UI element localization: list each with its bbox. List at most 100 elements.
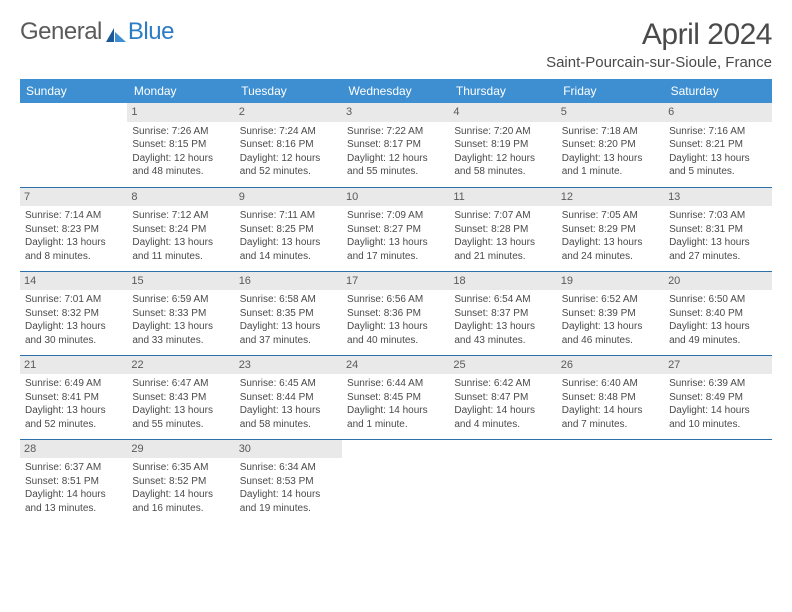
day-cell: 18Sunrise: 6:54 AMSunset: 8:37 PMDayligh… bbox=[449, 271, 556, 355]
sunrise-text: Sunrise: 7:05 AM bbox=[562, 209, 659, 223]
sunset-text: Sunset: 8:29 PM bbox=[562, 223, 659, 237]
sunset-text: Sunset: 8:33 PM bbox=[132, 307, 229, 321]
sunset-text: Sunset: 8:40 PM bbox=[669, 307, 766, 321]
sunset-text: Sunset: 8:35 PM bbox=[240, 307, 337, 321]
sunrise-text: Sunrise: 6:58 AM bbox=[240, 293, 337, 307]
daylight-text: Daylight: 12 hours and 55 minutes. bbox=[347, 152, 444, 179]
dow-fri: Friday bbox=[557, 79, 664, 103]
sunset-text: Sunset: 8:39 PM bbox=[562, 307, 659, 321]
day-cell: 8 Sunrise: 7:12 AMSunset: 8:24 PMDaylight… bbox=[127, 187, 234, 271]
sunrise-text: Sunrise: 6:59 AM bbox=[132, 293, 229, 307]
sunrise-text: Sunrise: 6:40 AM bbox=[562, 377, 659, 391]
sunrise-text: Sunrise: 6:47 AM bbox=[132, 377, 229, 391]
day-number: 12 bbox=[557, 188, 664, 207]
header: General Blue April 2024 Saint-Pourcain-s… bbox=[20, 18, 772, 71]
sunrise-text: Sunrise: 7:16 AM bbox=[669, 125, 766, 139]
day-cell: 26Sunrise: 6:40 AMSunset: 8:48 PMDayligh… bbox=[557, 355, 664, 439]
week-row: 21Sunrise: 6:49 AMSunset: 8:41 PMDayligh… bbox=[20, 355, 772, 439]
sunrise-text: Sunrise: 6:35 AM bbox=[132, 461, 229, 475]
sunrise-text: Sunrise: 7:09 AM bbox=[347, 209, 444, 223]
day-cell: 7Sunrise: 7:14 AMSunset: 8:23 PMDaylight… bbox=[20, 187, 127, 271]
day-cell bbox=[449, 439, 556, 523]
sunset-text: Sunset: 8:19 PM bbox=[454, 138, 551, 152]
sunset-text: Sunset: 8:24 PM bbox=[132, 223, 229, 237]
sunset-text: Sunset: 8:21 PM bbox=[669, 138, 766, 152]
day-cell bbox=[557, 439, 664, 523]
day-cell: 13Sunrise: 7:03 AMSunset: 8:31 PMDayligh… bbox=[664, 187, 771, 271]
day-number: 5 bbox=[557, 103, 664, 122]
sunrise-text: Sunrise: 6:49 AM bbox=[25, 377, 122, 391]
day-cell: 1Sunrise: 7:26 AMSunset: 8:15 PMDaylight… bbox=[127, 103, 234, 187]
daylight-text: Daylight: 14 hours and 16 minutes. bbox=[132, 488, 229, 515]
day-number: 29 bbox=[127, 440, 234, 459]
day-number: 11 bbox=[449, 188, 556, 207]
dow-thu: Thursday bbox=[449, 79, 556, 103]
sunset-text: Sunset: 8:49 PM bbox=[669, 391, 766, 405]
day-cell: 17Sunrise: 6:56 AMSunset: 8:36 PMDayligh… bbox=[342, 271, 449, 355]
sunset-text: Sunset: 8:48 PM bbox=[562, 391, 659, 405]
sunset-text: Sunset: 8:32 PM bbox=[25, 307, 122, 321]
week-row: 7Sunrise: 7:14 AMSunset: 8:23 PMDaylight… bbox=[20, 187, 772, 271]
page-title: April 2024 bbox=[546, 18, 772, 52]
flag-icon bbox=[106, 23, 128, 41]
sunset-text: Sunset: 8:45 PM bbox=[347, 391, 444, 405]
day-cell bbox=[20, 103, 127, 187]
daylight-text: Daylight: 13 hours and 14 minutes. bbox=[240, 236, 337, 263]
day-cell: 29Sunrise: 6:35 AMSunset: 8:52 PMDayligh… bbox=[127, 439, 234, 523]
dow-tue: Tuesday bbox=[235, 79, 342, 103]
location-label: Saint-Pourcain-sur-Sioule, France bbox=[546, 54, 772, 71]
day-number: 24 bbox=[342, 356, 449, 375]
day-cell: 21Sunrise: 6:49 AMSunset: 8:41 PMDayligh… bbox=[20, 355, 127, 439]
logo-text-a: General bbox=[20, 18, 102, 46]
day-cell: 25Sunrise: 6:42 AMSunset: 8:47 PMDayligh… bbox=[449, 355, 556, 439]
daylight-text: Daylight: 13 hours and 17 minutes. bbox=[347, 236, 444, 263]
sunrise-text: Sunrise: 6:45 AM bbox=[240, 377, 337, 391]
daylight-text: Daylight: 13 hours and 58 minutes. bbox=[240, 404, 337, 431]
day-number: 22 bbox=[127, 356, 234, 375]
day-cell: 27Sunrise: 6:39 AMSunset: 8:49 PMDayligh… bbox=[664, 355, 771, 439]
day-cell: 12Sunrise: 7:05 AMSunset: 8:29 PMDayligh… bbox=[557, 187, 664, 271]
calendar-table: Sunday Monday Tuesday Wednesday Thursday… bbox=[20, 79, 772, 523]
day-number: 8 bbox=[127, 188, 234, 207]
sunset-text: Sunset: 8:28 PM bbox=[454, 223, 551, 237]
week-row: 1Sunrise: 7:26 AMSunset: 8:15 PMDaylight… bbox=[20, 103, 772, 187]
sunrise-text: Sunrise: 6:44 AM bbox=[347, 377, 444, 391]
sunset-text: Sunset: 8:17 PM bbox=[347, 138, 444, 152]
sunrise-text: Sunrise: 6:52 AM bbox=[562, 293, 659, 307]
day-number: 9 bbox=[235, 188, 342, 207]
day-cell: 6Sunrise: 7:16 AMSunset: 8:21 PMDaylight… bbox=[664, 103, 771, 187]
sunrise-text: Sunrise: 6:37 AM bbox=[25, 461, 122, 475]
sunset-text: Sunset: 8:20 PM bbox=[562, 138, 659, 152]
day-header-row: Sunday Monday Tuesday Wednesday Thursday… bbox=[20, 79, 772, 103]
day-cell: 24Sunrise: 6:44 AMSunset: 8:45 PMDayligh… bbox=[342, 355, 449, 439]
daylight-text: Daylight: 13 hours and 49 minutes. bbox=[669, 320, 766, 347]
week-row: 14Sunrise: 7:01 AMSunset: 8:32 PMDayligh… bbox=[20, 271, 772, 355]
day-number: 15 bbox=[127, 272, 234, 291]
day-number: 7 bbox=[20, 188, 127, 207]
day-cell bbox=[664, 439, 771, 523]
day-cell bbox=[342, 439, 449, 523]
dow-sun: Sunday bbox=[20, 79, 127, 103]
daylight-text: Daylight: 13 hours and 43 minutes. bbox=[454, 320, 551, 347]
daylight-text: Daylight: 12 hours and 48 minutes. bbox=[132, 152, 229, 179]
day-number: 2 bbox=[235, 103, 342, 122]
sunset-text: Sunset: 8:53 PM bbox=[240, 475, 337, 489]
dow-mon: Monday bbox=[127, 79, 234, 103]
sunrise-text: Sunrise: 7:12 AM bbox=[132, 209, 229, 223]
day-cell: 9Sunrise: 7:11 AMSunset: 8:25 PMDaylight… bbox=[235, 187, 342, 271]
daylight-text: Daylight: 12 hours and 58 minutes. bbox=[454, 152, 551, 179]
week-row: 28Sunrise: 6:37 AMSunset: 8:51 PMDayligh… bbox=[20, 439, 772, 523]
day-number: 1 bbox=[127, 103, 234, 122]
day-cell: 4Sunrise: 7:20 AMSunset: 8:19 PMDaylight… bbox=[449, 103, 556, 187]
daylight-text: Daylight: 14 hours and 19 minutes. bbox=[240, 488, 337, 515]
sunset-text: Sunset: 8:37 PM bbox=[454, 307, 551, 321]
daylight-text: Daylight: 13 hours and 1 minute. bbox=[562, 152, 659, 179]
daylight-text: Daylight: 13 hours and 11 minutes. bbox=[132, 236, 229, 263]
sunrise-text: Sunrise: 6:54 AM bbox=[454, 293, 551, 307]
logo-text-b: Blue bbox=[128, 18, 174, 46]
sunrise-text: Sunrise: 7:11 AM bbox=[240, 209, 337, 223]
daylight-text: Daylight: 13 hours and 52 minutes. bbox=[25, 404, 122, 431]
sunrise-text: Sunrise: 6:34 AM bbox=[240, 461, 337, 475]
sunset-text: Sunset: 8:41 PM bbox=[25, 391, 122, 405]
sunrise-text: Sunrise: 6:50 AM bbox=[669, 293, 766, 307]
